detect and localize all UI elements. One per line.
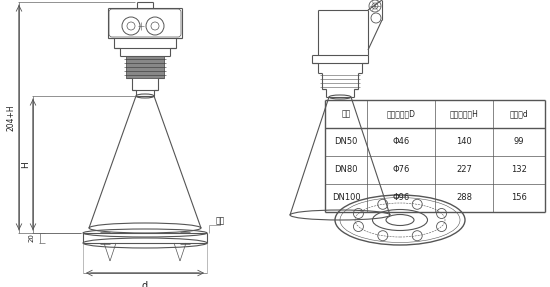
Text: 法兰: 法兰 (342, 110, 351, 119)
Text: 99: 99 (514, 137, 524, 146)
Text: 喇叭口直径D: 喇叭口直径D (387, 110, 415, 119)
Text: 156: 156 (511, 193, 527, 203)
Text: 140: 140 (456, 137, 472, 146)
Text: 288: 288 (456, 193, 472, 203)
Text: Φ46: Φ46 (392, 137, 410, 146)
Text: 法兰: 法兰 (216, 216, 224, 226)
Text: 四氟盘d: 四氟盘d (510, 110, 529, 119)
Text: DN50: DN50 (334, 137, 358, 146)
Text: 喇叭口高度H: 喇叭口高度H (449, 110, 478, 119)
Text: 227: 227 (456, 166, 472, 174)
Text: Φ96: Φ96 (392, 193, 410, 203)
Text: Φ76: Φ76 (392, 166, 410, 174)
Text: 20: 20 (29, 234, 35, 243)
Text: H: H (21, 161, 30, 168)
Text: DN100: DN100 (332, 193, 360, 203)
Text: d: d (142, 281, 148, 287)
Text: 204+H: 204+H (7, 104, 16, 131)
Bar (126, 56, 164, 78)
Text: DN80: DN80 (334, 166, 358, 174)
Text: 132: 132 (511, 166, 527, 174)
